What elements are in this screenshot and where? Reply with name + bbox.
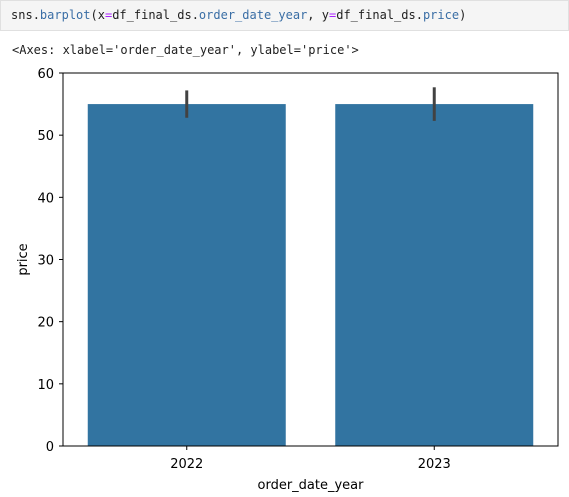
code-token: . <box>415 8 423 22</box>
y-tick-label: 0 <box>46 440 54 455</box>
code-token: , <box>307 8 322 22</box>
y-tick-label: 10 <box>37 378 54 393</box>
code-token: df_final_ds <box>112 8 192 22</box>
bar <box>87 104 286 447</box>
code-line: sns.barplot(x=df_final_ds.order_date_yea… <box>11 8 466 22</box>
code-token: order_date_year <box>198 8 308 22</box>
code-token: . <box>191 8 199 22</box>
code-token: x <box>97 8 105 22</box>
y-tick-label: 50 <box>37 129 54 144</box>
code-token: sns <box>11 8 33 22</box>
code-token: ( <box>90 8 98 22</box>
x-axis-label: order_date_year <box>258 478 365 493</box>
y-tick-label: 60 <box>37 67 54 82</box>
y-tick-label: 30 <box>37 254 54 269</box>
code-token: df_final_ds <box>336 8 416 22</box>
bar-chart: 2022 2023 0 10 20 30 40 50 60 order_date_year pric… <box>16 67 559 493</box>
code-token: = <box>104 8 113 22</box>
code-token: ) <box>459 8 467 22</box>
x-tick-label: 2022 <box>170 457 203 472</box>
code-token: . <box>32 8 40 22</box>
code-cell[interactable]: sns.barplot(x=df_final_ds.order_date_yea… <box>0 0 569 31</box>
y-tick-label: 20 <box>37 316 54 331</box>
cell-output: <Axes: xlabel='order_date_year', ylabel=… <box>12 43 359 57</box>
y-tick-label: 40 <box>37 191 54 206</box>
bar <box>335 104 534 447</box>
code-token: y <box>321 8 329 22</box>
x-tick-label: 2023 <box>418 457 451 472</box>
plot-frame <box>62 72 559 447</box>
y-axis-label: price <box>16 243 31 275</box>
code-token: = <box>328 8 337 22</box>
code-token: price <box>422 8 460 22</box>
code-token: barplot <box>39 8 91 22</box>
